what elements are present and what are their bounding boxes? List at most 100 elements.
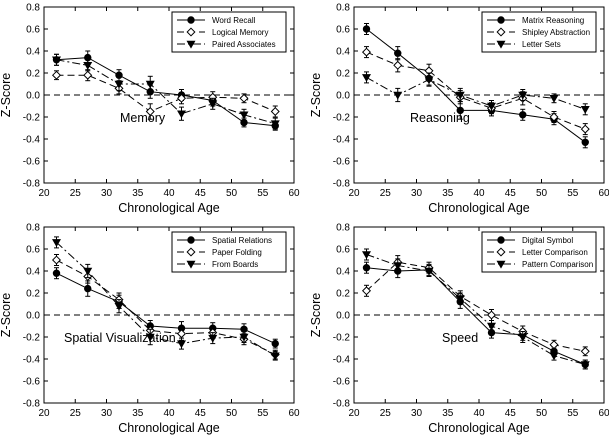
chart-panel-2: -0.8 -0.6 -0.4 -0.2 0.0 0.2 0.4 0.6 0.8 20 25 30 35 4…: [0, 223, 300, 436]
data-point: [518, 91, 528, 100]
legend-label: From Boards: [212, 260, 258, 269]
data-point: [208, 100, 218, 109]
legend-label: Logical Memory: [212, 28, 268, 37]
y-tick-label: -0.8: [333, 399, 351, 410]
data-point: [270, 106, 280, 117]
x-tick-label: 45: [195, 188, 207, 199]
x-tick-label: 20: [38, 188, 50, 199]
y-tick-label: 0.6: [336, 25, 350, 36]
x-tick-label: 55: [567, 188, 579, 199]
data-point: [52, 56, 61, 65]
data-point: [239, 111, 249, 120]
legend-marker: [186, 27, 196, 37]
data-point: [549, 112, 559, 122]
data-point: [361, 286, 372, 296]
chart-panel-3: -0.8 -0.6 -0.4 -0.2 0.0 0.2 0.4 0.6 0.8 20 25 30 35 4…: [309, 223, 609, 436]
x-tick-label: 60: [288, 408, 300, 419]
legend-label: Paired Associates: [212, 40, 276, 49]
legend-marker: [186, 260, 196, 269]
legend-label: Spatial Relations: [212, 236, 272, 245]
data-point: [580, 124, 590, 134]
y-tick-label: -0.6: [23, 377, 41, 388]
data-point: [487, 322, 496, 331]
y-tick-label: -0.8: [333, 179, 351, 190]
data-point: [549, 352, 559, 361]
y-tick-label: 0.2: [336, 289, 350, 300]
data-point: [394, 49, 402, 57]
y-axis-title: Z-Score: [309, 73, 323, 118]
legend-label: Letter Sets: [522, 40, 561, 49]
y-tick-label: 0.4: [26, 47, 40, 58]
data-point: [270, 120, 280, 129]
x-tick-label: 30: [101, 188, 113, 199]
data-point: [239, 93, 249, 103]
y-axis-title: Z-Score: [0, 293, 13, 338]
y-tick-label: 0.2: [26, 289, 40, 300]
x-tick-label: 40: [473, 188, 485, 199]
x-tick-label: 50: [226, 188, 238, 199]
x-tick-label: 25: [70, 188, 82, 199]
legend-label: Pattern Comparison: [522, 260, 593, 269]
x-tick-label: 25: [380, 188, 392, 199]
y-tick-label: 0.8: [26, 3, 40, 14]
data-point: [393, 262, 403, 271]
y-tick-label: 0.4: [336, 47, 350, 58]
panel-label: Memory: [120, 111, 166, 125]
data-point: [456, 106, 464, 115]
y-tick-label: 0.8: [336, 3, 350, 14]
legend: Matrix Reasoning Shipley Abstraction Lette…: [481, 11, 597, 53]
series-line: [56, 272, 276, 345]
legend-marker: [496, 40, 506, 49]
legend-label: Matrix Reasoning: [522, 16, 584, 25]
legend-label: Digital Symbol: [522, 236, 573, 245]
y-tick-label: 0.6: [26, 245, 40, 256]
data-point: [145, 106, 155, 117]
x-tick-label: 55: [257, 408, 269, 419]
x-tick-label: 20: [348, 408, 360, 419]
y-tick-label: 0.6: [336, 245, 350, 256]
series-line: [366, 51, 586, 130]
y-tick-label: -0.6: [333, 377, 351, 388]
series-line: [56, 74, 276, 113]
x-tick-label: 35: [442, 188, 454, 199]
x-axis-title: Chronological Age: [428, 421, 530, 435]
legend-marker: [186, 247, 196, 257]
data-point: [362, 264, 371, 272]
data-point: [580, 346, 590, 356]
x-tick-label: 60: [288, 188, 300, 199]
series-letter-sets: [362, 71, 590, 116]
legend-marker: [496, 247, 506, 257]
x-tick-label: 55: [257, 188, 269, 199]
legend: Word Recall Logical Memory Paired Associat…: [171, 11, 287, 53]
x-tick-label: 60: [598, 188, 609, 199]
y-tick-label: -0.4: [23, 135, 41, 146]
data-point: [549, 95, 559, 103]
data-point: [362, 74, 371, 83]
x-tick-label: 60: [598, 408, 609, 419]
data-point: [549, 340, 559, 350]
data-point: [52, 239, 61, 248]
legend: Digital Symbol Letter Comparison Pattern C…: [481, 231, 597, 273]
x-axis-title: Chronological Age: [118, 201, 220, 215]
data-point: [51, 70, 62, 80]
data-point: [52, 269, 61, 277]
data-point: [84, 284, 92, 293]
data-point: [114, 80, 124, 89]
y-tick-label: 0.2: [336, 69, 350, 80]
data-point: [424, 76, 434, 85]
chart-panel-0: -0.8 -0.6 -0.4 -0.2 0.0 0.2 0.4 0.6 0.8 20 25 30 35 4…: [0, 3, 300, 216]
series-line: [366, 28, 586, 143]
x-tick-label: 50: [536, 188, 548, 199]
series-from-boards: [52, 236, 280, 361]
data-point: [519, 111, 527, 119]
data-point: [145, 80, 155, 89]
series-line: [366, 267, 586, 365]
data-point: [270, 352, 280, 361]
x-tick-label: 20: [348, 188, 360, 199]
data-point: [51, 255, 62, 265]
data-point: [114, 302, 124, 311]
panel-label: Speed: [442, 331, 478, 345]
data-point: [362, 251, 371, 260]
y-tick-label: 0.8: [26, 223, 40, 234]
